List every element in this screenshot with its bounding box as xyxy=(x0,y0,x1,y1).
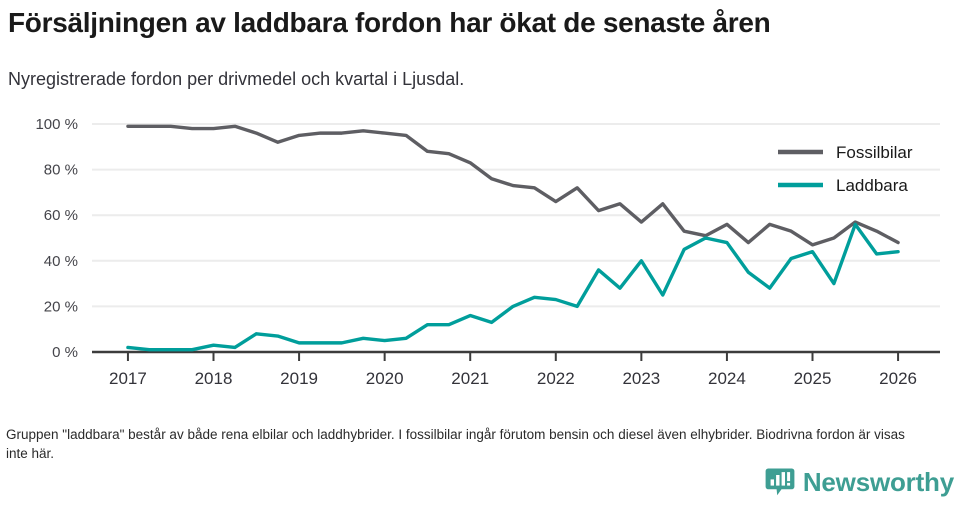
legend-label: Laddbara xyxy=(836,176,908,195)
legend-label: Fossilbilar xyxy=(836,143,913,162)
newsworthy-wordmark: Newsworthy xyxy=(802,467,954,497)
y-axis-tick-label: 100 % xyxy=(35,116,78,133)
x-axis-tick-label: 2018 xyxy=(195,369,233,388)
chart-legend: Fossilbilar Laddbara xyxy=(778,143,913,195)
y-axis-tick-label: 20 % xyxy=(44,298,78,315)
y-axis-tick-label: 80 % xyxy=(44,162,78,179)
gridlines-group xyxy=(92,123,940,308)
x-axis-tick-label: 2020 xyxy=(366,369,404,388)
page-subtitle: Nyregistrerade fordon per drivmedel och … xyxy=(8,69,465,89)
series-line-fossilbilar xyxy=(126,124,900,247)
x-axis-tick-label: 2021 xyxy=(451,369,489,388)
line-chart: 0 % 20 % 40 % 60 % 80 % 100 % 2017 2018 2019 202… xyxy=(35,116,940,388)
chart-footnote: Gruppen "laddbara" består av både rena e… xyxy=(6,427,905,461)
x-axis-labels-group: 2017 2018 2019 2020 2021 2022 2023 2024 2025 2026 xyxy=(109,369,917,388)
x-axis-tick-label: 2024 xyxy=(708,369,746,388)
newsworthy-logo[interactable]: Newsworthy xyxy=(765,465,954,499)
y-axis-tick-label: 60 % xyxy=(44,207,78,224)
y-axis-tick-label: 0 % xyxy=(52,344,78,361)
x-axis-tick-label: 2019 xyxy=(280,369,318,388)
chart-container: 0 % 20 % 40 % 60 % 80 % 100 % 2017 2018 2019 202… xyxy=(0,108,960,398)
newsworthy-bubble-chart-icon xyxy=(765,467,795,497)
x-axis-tick-label: 2017 xyxy=(109,369,147,388)
x-axis-ticks-group xyxy=(126,352,900,361)
x-axis-tick-label: 2022 xyxy=(537,369,575,388)
data-series-group xyxy=(126,124,900,352)
x-axis-tick-label: 2025 xyxy=(794,369,832,388)
x-axis-tick-label: 2023 xyxy=(622,369,660,388)
page-title: Försäljningen av laddbara fordon har öka… xyxy=(8,7,771,38)
y-axis-tick-label: 40 % xyxy=(44,253,78,270)
series-line-laddbara xyxy=(126,222,900,352)
y-axis-labels-group: 0 % 20 % 40 % 60 % 80 % 100 % xyxy=(35,116,78,361)
x-axis-tick-label: 2026 xyxy=(879,369,917,388)
